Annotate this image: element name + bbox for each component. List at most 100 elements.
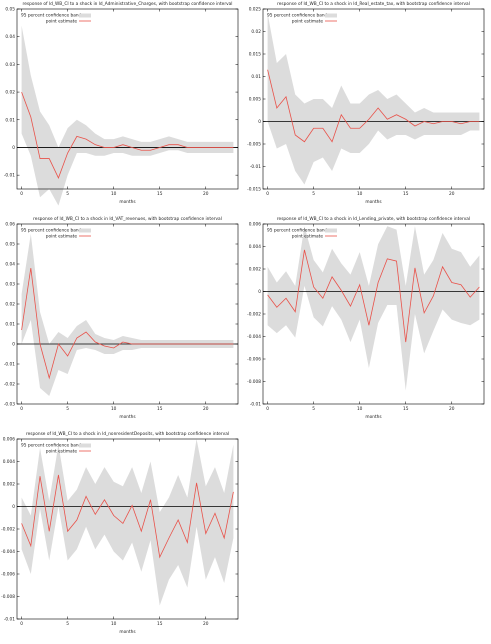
y-tick-label: 0 — [12, 342, 15, 348]
legend-point-label: point estimate — [46, 234, 78, 240]
confidence-band — [267, 13, 480, 185]
x-tick-label: 10 — [357, 406, 363, 412]
y-tick-label: -0.02 — [4, 382, 15, 388]
x-axis-label: months — [119, 199, 136, 205]
point-estimate-line — [267, 249, 480, 343]
point-estimate-line — [21, 91, 234, 179]
y-tick-label: 0 — [12, 145, 15, 151]
y-tick-label: 0.01 — [5, 117, 15, 123]
chart-title: response of ld_WB_CI to a shock in ld_Le… — [277, 216, 470, 222]
y-tick-label: -0.01 — [4, 617, 15, 623]
y-tick-label: 0.005 — [249, 97, 262, 103]
x-tick-label: 5 — [312, 191, 315, 197]
confidence-band — [21, 439, 234, 606]
y-tick-label: -0.005 — [247, 142, 261, 148]
y-tick-label: -0.008 — [247, 379, 261, 385]
y-tick-label: 0.05 — [5, 242, 15, 248]
chart-panel-1: response of ld_WB_CI to a shock in ld_Ad… — [0, 0, 245, 214]
irf-chart-vat-revenues: response of ld_WB_CI to a shock in ld_VA… — [4, 216, 239, 420]
x-tick-label: 15 — [157, 621, 163, 627]
chart-panel-3: response of ld_WB_CI to a shock in ld_VA… — [0, 215, 245, 429]
x-tick-label: 5 — [312, 406, 315, 412]
y-tick-label: 0.02 — [251, 29, 261, 35]
legend-band-swatch — [79, 13, 91, 18]
irf-chart-administrative-charges: response of ld_WB_CI to a shock in ld_Ad… — [4, 1, 239, 206]
y-tick-label: -0.01 — [250, 402, 261, 408]
y-tick-label: -0.015 — [247, 187, 261, 193]
legend-band-label: 95 percent confidence band — [267, 228, 328, 234]
y-tick-label: 0 — [258, 119, 261, 125]
x-tick-label: 20 — [203, 191, 209, 197]
y-tick-label: 0.06 — [5, 222, 15, 228]
confidence-band — [21, 234, 234, 396]
irf-chart-real-estate-tax: response of ld_WB_CI to a shock in ld_Re… — [247, 1, 485, 205]
y-tick-label: 0.025 — [249, 7, 262, 13]
x-tick-label: 5 — [66, 191, 69, 197]
x-axis-label: months — [119, 629, 136, 635]
y-tick-label: -0.004 — [247, 334, 261, 340]
legend-point-label: point estimate — [46, 19, 78, 25]
y-tick-label: 0.004 — [249, 244, 262, 250]
y-tick-label: 0 — [258, 289, 261, 295]
x-tick-label: 15 — [403, 406, 409, 412]
legend-band-label: 95 percent confidence band — [267, 13, 328, 19]
x-tick-label: 20 — [203, 406, 209, 412]
y-tick-label: -0.002 — [247, 312, 261, 318]
x-tick-label: 0 — [266, 406, 269, 412]
x-axis-label: months — [119, 414, 136, 420]
x-tick-label: 15 — [157, 191, 163, 197]
x-tick-label: 0 — [20, 191, 23, 197]
legend-band-label: 95 percent confidence band — [21, 13, 82, 19]
x-tick-label: 0 — [20, 406, 23, 412]
y-tick-label: 0.02 — [5, 302, 15, 308]
x-tick-label: 5 — [66, 406, 69, 412]
chart-panel-5: response of ld_WB_CI to a shock in ld_no… — [0, 430, 245, 644]
x-tick-label: 10 — [111, 191, 117, 197]
y-tick-label: 0.01 — [5, 322, 15, 328]
legend-band-swatch — [325, 228, 337, 233]
y-tick-label: 0.05 — [5, 7, 15, 13]
chart-title: response of ld_WB_CI to a shock in ld_Re… — [277, 1, 470, 7]
legend-band-swatch — [325, 13, 337, 18]
x-tick-label: 0 — [20, 621, 23, 627]
x-tick-label: 10 — [111, 621, 117, 627]
y-tick-label: -0.008 — [1, 594, 15, 600]
y-tick-label: 0.006 — [3, 437, 16, 443]
confidence-band — [21, 25, 234, 206]
y-tick-label: 0.03 — [5, 62, 15, 68]
x-tick-label: 10 — [111, 406, 117, 412]
x-tick-label: 20 — [203, 621, 209, 627]
y-tick-label: -0.03 — [4, 402, 15, 408]
y-tick-label: -0.01 — [250, 164, 261, 170]
y-tick-label: 0.04 — [5, 262, 15, 268]
legend-point-label: point estimate — [46, 449, 78, 455]
x-tick-label: 5 — [66, 621, 69, 627]
chart-panel-2: response of ld_WB_CI to a shock in ld_Re… — [246, 0, 491, 214]
y-tick-label: 0.004 — [3, 459, 16, 465]
y-tick-label: -0.004 — [1, 549, 15, 555]
x-tick-label: 15 — [403, 191, 409, 197]
irf-chart-lending-private: response of ld_WB_CI to a shock in ld_Le… — [247, 216, 485, 420]
y-tick-label: 0.02 — [5, 90, 15, 96]
plot-frame — [16, 8, 239, 190]
y-tick-label: 0.002 — [3, 482, 16, 488]
x-tick-label: 20 — [449, 191, 455, 197]
y-tick-label: 0.006 — [249, 222, 262, 228]
y-tick-label: -0.01 — [4, 173, 15, 179]
x-axis-label: months — [365, 414, 382, 420]
x-tick-label: 15 — [157, 406, 163, 412]
legend-band-label: 95 percent confidence band — [21, 443, 82, 449]
x-axis-label: months — [365, 199, 382, 205]
y-tick-label: -0.006 — [1, 572, 15, 578]
y-tick-label: 0.002 — [249, 267, 262, 273]
y-tick-label: 0.03 — [5, 282, 15, 288]
y-tick-label: 0 — [12, 504, 15, 510]
x-tick-label: 10 — [357, 191, 363, 197]
legend-point-label: point estimate — [292, 19, 324, 25]
y-tick-label: -0.006 — [247, 357, 261, 363]
chart-title: response of ld_WB_CI to a shock in ld_VA… — [33, 216, 222, 222]
legend-band-swatch — [79, 228, 91, 233]
confidence-band — [267, 226, 480, 391]
legend-band-label: 95 percent confidence band — [21, 228, 82, 234]
chart-title: response of ld_WB_CI to a shock in ld_no… — [26, 431, 229, 437]
